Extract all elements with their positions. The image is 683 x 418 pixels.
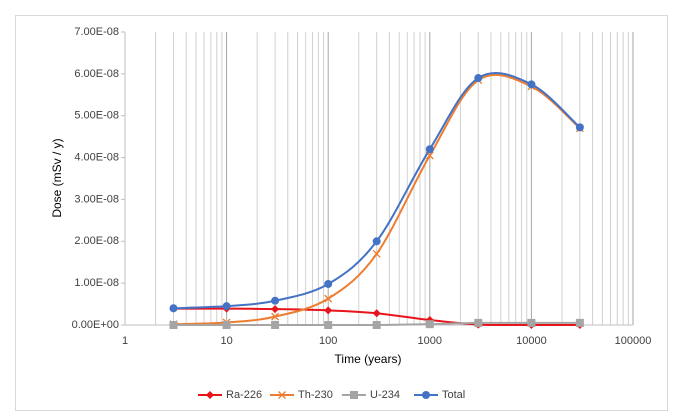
marker [575,123,584,132]
line [173,73,581,326]
legend-item: Total [414,389,465,401]
x-tick-label: 100000 [615,335,652,347]
y-tick-label: 0.00E+00 [72,319,119,331]
marker [324,294,333,303]
marker [222,302,231,311]
y-tick-label: 3.00E-08 [74,193,119,205]
marker [324,279,333,288]
marker [474,318,483,327]
legend-item: Ra-226 [198,389,262,401]
legend-marker [422,391,430,399]
legend-label: Total [442,389,465,401]
marker [372,321,381,329]
line [173,72,581,310]
y-axis-title: Dose (mSv / y) [50,138,64,217]
marker [222,321,231,329]
marker [372,237,381,246]
marker [575,318,584,327]
x-tick-label: 10000 [516,335,547,347]
marker [271,305,280,314]
x-tick-label: 10 [220,335,232,347]
marker [169,304,178,313]
marker [271,296,280,305]
y-tick-label: 5.00E-08 [74,110,119,122]
marker [527,80,536,89]
marker [324,306,333,315]
legend-marker [350,391,358,399]
legend-label: U-234 [370,389,400,401]
legend-item: U-234 [342,389,400,401]
series [169,318,584,329]
legend-item: Th-230 [270,389,333,401]
y-tick-label: 1.00E-08 [74,277,119,289]
marker [425,145,434,154]
x-tick-label: 100 [319,335,337,347]
legend-label: Ra-226 [226,389,262,401]
x-axis-title: Time (years) [335,352,402,366]
chart-frame [15,15,668,411]
marker [271,312,280,321]
marker [372,249,381,258]
marker [169,321,178,329]
legend-marker [206,391,214,399]
y-tick-label: 7.00E-08 [74,26,119,38]
marker [527,318,536,327]
y-tick-label: 6.00E-08 [74,68,119,80]
x-tick-label: 1 [122,335,128,347]
series [169,72,584,313]
y-tick-label: 2.00E-08 [74,235,119,247]
marker [372,309,381,318]
marker [425,320,434,329]
marker [474,74,483,83]
marker [271,321,280,329]
x-tick-label: 1000 [418,335,442,347]
y-tick-label: 4.00E-08 [74,151,119,163]
marker [324,321,333,329]
legend-marker [278,391,286,399]
legend-label: Th-230 [298,389,333,401]
